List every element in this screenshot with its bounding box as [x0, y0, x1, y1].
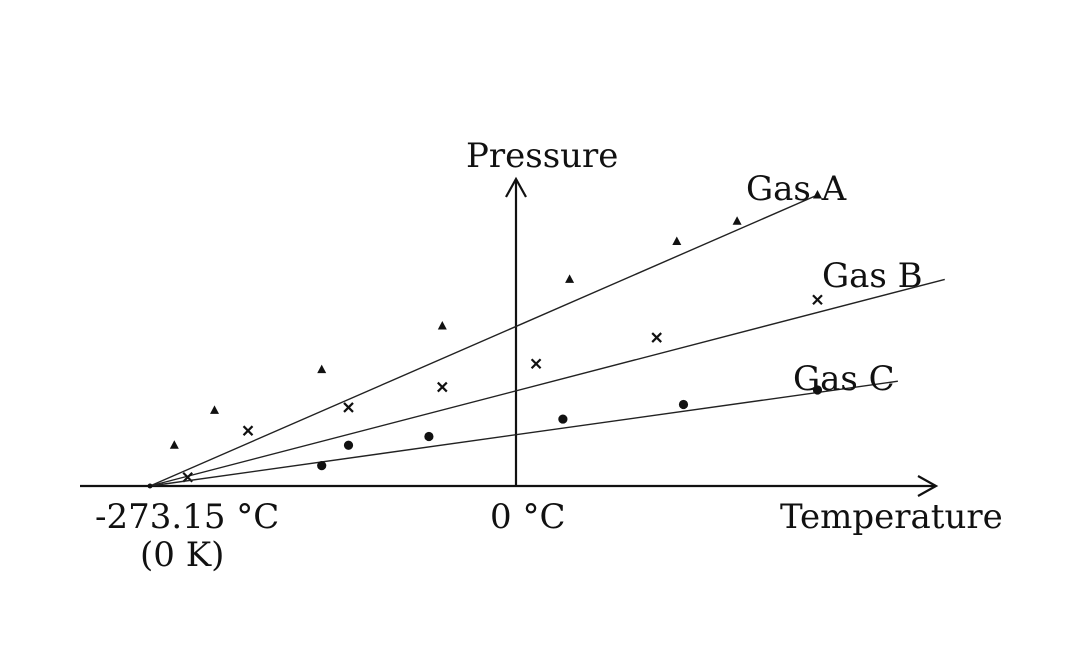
absolute-zero-point — [147, 483, 153, 489]
data-point-gas-c-4 — [558, 414, 568, 424]
axes — [80, 176, 939, 497]
x-tick-label-absolute-zero: -273.15 °C — [95, 497, 280, 537]
data-point-gas-b-6 — [651, 332, 662, 343]
x-axis-label: Temperature — [780, 497, 1003, 537]
data-point-gas-a-1 — [169, 440, 179, 449]
data-point-gas-b-5 — [530, 358, 542, 370]
series-line-gas-c — [149, 380, 898, 487]
x-axis-arrowhead — [917, 475, 939, 497]
series-layer — [147, 190, 945, 489]
series-label-gas-c: Gas C — [793, 359, 895, 399]
data-point-gas-c-3 — [424, 431, 434, 442]
data-point-gas-b-7 — [812, 294, 823, 306]
data-point-gas-a-7 — [732, 216, 742, 225]
y-axis-label: Pressure — [466, 136, 619, 176]
data-point-gas-c-6 — [812, 385, 823, 395]
data-point-gas-a-8 — [812, 190, 822, 199]
data-point-gas-a-4 — [437, 320, 447, 330]
data-point-gas-a-6 — [672, 236, 682, 246]
series-gas-a — [149, 190, 822, 487]
y-axis-arrowhead — [505, 176, 527, 198]
series-line-gas-b — [149, 278, 945, 487]
data-point-gas-c-1 — [317, 461, 327, 471]
data-point-gas-c-5 — [678, 399, 689, 410]
x-tick-label-zero-celsius: 0 °C — [490, 497, 566, 537]
series-line-gas-a — [149, 194, 818, 487]
data-point-gas-b-4 — [437, 381, 448, 393]
series-gas-b — [149, 278, 945, 487]
data-point-gas-b-2 — [242, 425, 254, 436]
series-gas-c — [149, 380, 898, 487]
x-tick-sublabel-kelvin: (0 K) — [140, 535, 225, 575]
series-label-gas-a: Gas A — [746, 169, 847, 209]
data-point-gas-c-2 — [343, 440, 354, 450]
data-point-gas-b-3 — [343, 402, 354, 413]
series-label-gas-b: Gas B — [822, 256, 923, 296]
data-point-gas-a-2 — [210, 405, 220, 414]
data-point-gas-a-5 — [565, 274, 575, 283]
data-point-gas-a-3 — [317, 364, 327, 374]
